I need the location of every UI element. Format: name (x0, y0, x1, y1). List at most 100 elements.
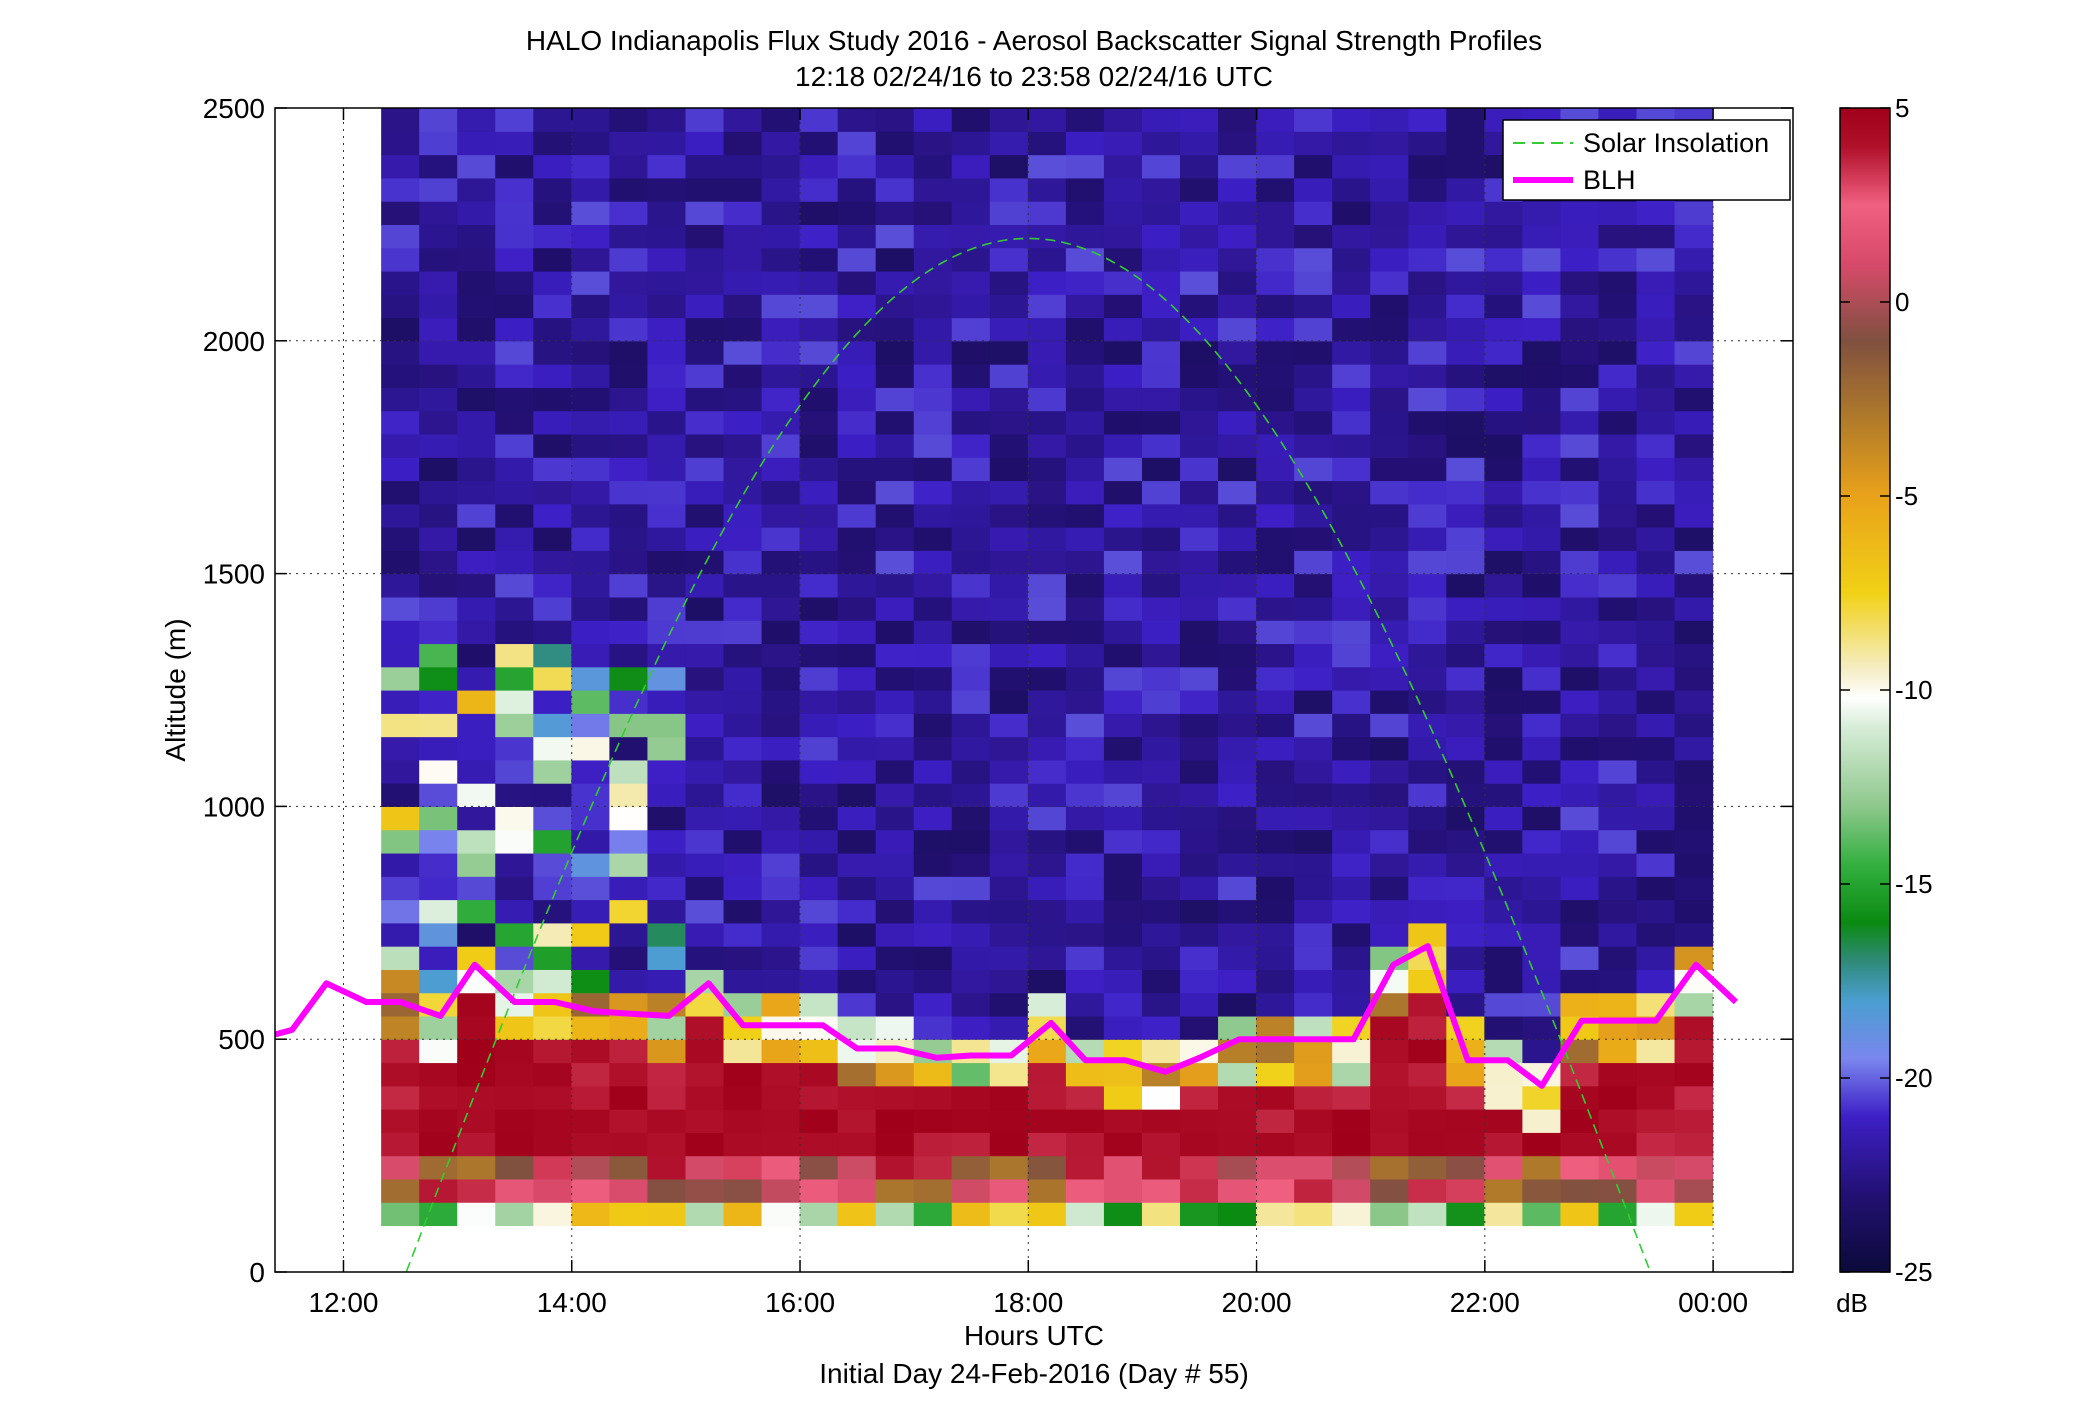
heatmap-cell (761, 247, 801, 272)
heatmap-cell (1141, 969, 1181, 994)
heatmap-cell (913, 946, 953, 970)
heatmap-cell (1294, 364, 1333, 388)
heatmap-cell (419, 806, 458, 831)
heatmap-cell (1332, 457, 1371, 482)
heatmap-cell (1332, 177, 1371, 202)
heatmap-cell (647, 364, 687, 388)
heatmap-cell (1370, 643, 1409, 668)
heatmap-cell (1484, 759, 1523, 784)
heatmap-cell (381, 457, 420, 482)
heatmap-cell (1103, 899, 1143, 924)
heatmap-cell (761, 457, 801, 482)
heatmap-cell (457, 1062, 496, 1087)
heatmap-cell (1408, 922, 1447, 947)
heatmap-cell (723, 480, 763, 505)
heatmap-cell (533, 806, 572, 831)
heatmap-cell (875, 1202, 915, 1227)
heatmap-cell (1674, 1109, 1714, 1133)
heatmap-cell (875, 340, 915, 365)
heatmap-cell (1636, 270, 1676, 295)
heatmap-cell (685, 503, 725, 528)
heatmap-cell (609, 177, 649, 202)
heatmap-cell (647, 666, 687, 691)
heatmap-cell (1218, 480, 1257, 505)
heatmap-cell (951, 503, 991, 528)
heatmap-cell (1218, 783, 1257, 807)
heatmap-cell (495, 177, 534, 202)
heatmap-cell (647, 503, 687, 528)
heatmap-cell (989, 992, 1029, 1017)
heatmap-cell (1522, 806, 1562, 831)
heatmap-cell (609, 317, 649, 342)
heatmap-cell (1027, 992, 1067, 1017)
heatmap-cell (1636, 713, 1676, 738)
heatmap-cell (1446, 247, 1485, 272)
heatmap-cell (951, 410, 991, 435)
heatmap-cell (723, 1039, 763, 1064)
footer-label: Initial Day 24-Feb-2016 (Day # 55) (819, 1358, 1249, 1389)
heatmap-cell (571, 1062, 610, 1087)
heatmap-cell (989, 527, 1029, 551)
heatmap-cell (1674, 340, 1714, 365)
heatmap-cell (837, 410, 877, 435)
heatmap-cell (1141, 364, 1181, 388)
heatmap-cell (1141, 340, 1181, 365)
heatmap-cell (1218, 1085, 1257, 1110)
heatmap-cell (1446, 596, 1485, 621)
heatmap-cell (837, 294, 877, 319)
heatmap-cell (1294, 457, 1333, 482)
heatmap-cell (837, 550, 877, 575)
heatmap-cell (913, 666, 953, 691)
heatmap-cell (381, 247, 420, 272)
heatmap-cell (1598, 1039, 1638, 1064)
heatmap-cell (837, 433, 877, 458)
heatmap-cell (1484, 247, 1523, 272)
heatmap-cell (723, 131, 763, 156)
heatmap-cell (1484, 1109, 1523, 1133)
heatmap-cell (1332, 852, 1371, 877)
heatmap-cell (609, 899, 649, 924)
backscatter-heatmap (381, 108, 1714, 1227)
heatmap-cell (913, 1062, 953, 1087)
heatmap-cell (1256, 503, 1295, 528)
heatmap-cell (609, 643, 649, 668)
heatmap-cell (533, 294, 572, 319)
heatmap-cell (1027, 643, 1067, 668)
heatmap-cell (875, 317, 915, 342)
heatmap-cell (723, 783, 763, 807)
heatmap-cell (457, 480, 496, 505)
y-tick-label: 1000 (203, 791, 265, 822)
heatmap-cell (837, 224, 877, 249)
heatmap-cell (1446, 480, 1485, 505)
x-axis-label: Hours UTC (964, 1320, 1104, 1351)
heatmap-cell (1027, 247, 1067, 272)
heatmap-cell (1446, 992, 1485, 1017)
heatmap-cell (989, 457, 1029, 482)
heatmap-cell (1294, 1109, 1333, 1133)
heatmap-cell (1141, 177, 1181, 202)
heatmap-cell (1484, 480, 1523, 505)
heatmap-cell (1598, 1132, 1638, 1157)
heatmap-cell (951, 247, 991, 272)
heatmap-cell (799, 410, 839, 435)
heatmap-cell (533, 410, 572, 435)
heatmap-cell (381, 1015, 420, 1040)
heatmap-cell (419, 364, 458, 388)
heatmap-cell (533, 1109, 572, 1133)
heatmap-cell (1180, 457, 1219, 482)
heatmap-cell (1256, 364, 1295, 388)
heatmap-cell (647, 177, 687, 202)
heatmap-cell (1446, 852, 1485, 877)
heatmap-cell (1332, 224, 1371, 249)
heatmap-cell (533, 270, 572, 295)
heatmap-cell (1103, 224, 1143, 249)
heatmap-cell (457, 457, 496, 482)
heatmap-cell (609, 1109, 649, 1133)
heatmap-cell (1256, 1109, 1295, 1133)
heatmap-cell (1560, 806, 1600, 831)
heatmap-cell (1180, 969, 1219, 994)
heatmap-cell (685, 527, 725, 551)
heatmap-cell (495, 899, 534, 924)
heatmap-cell (799, 317, 839, 342)
heatmap-cell (1484, 294, 1523, 319)
